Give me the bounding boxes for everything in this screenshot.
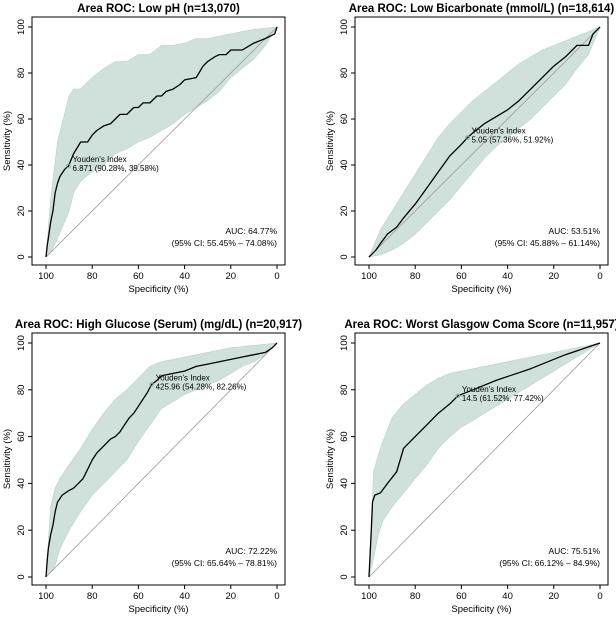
y-tick-label: 100 [16, 335, 27, 351]
x-axis-label: Specificity (%) [128, 604, 188, 615]
y-tick-label: 20 [16, 206, 27, 217]
x-tick-label: 0 [597, 591, 602, 602]
auc-label: AUC: 64.77% [226, 226, 278, 236]
y-axis-label: Sensitivity (%) [2, 111, 13, 171]
y-axis-label: Sensitivity (%) [325, 429, 336, 489]
roc-curve [45, 26, 278, 258]
diagonal-reference-line [368, 342, 601, 578]
y-tick-label: 80 [16, 385, 27, 396]
roc-curve [45, 342, 278, 578]
x-tick-label: 100 [361, 591, 377, 602]
plot-frame [354, 332, 609, 586]
roc-curve [368, 342, 601, 578]
y-tick-label: 40 [16, 478, 27, 489]
x-tick-label: 100 [38, 591, 54, 602]
y-tick-label: 60 [16, 431, 27, 442]
y-axis-label: Sensitivity (%) [2, 429, 13, 489]
x-tick-label: 20 [549, 271, 560, 282]
x-tick-label: 0 [597, 271, 602, 282]
plot-frame [31, 332, 286, 586]
x-tick-label: 40 [502, 271, 513, 282]
y-tick-label: 0 [339, 574, 350, 579]
roc-panel-4: Area ROC: Worst Glasgow Coma Score (n=11… [325, 319, 616, 615]
y-tick-label: 40 [339, 160, 350, 171]
youden-label: Youden's Index [72, 155, 126, 164]
y-tick-label: 0 [16, 574, 27, 579]
x-tick-label: 40 [502, 591, 513, 602]
y-tick-label: 100 [339, 19, 350, 35]
x-tick-label: 100 [38, 271, 54, 282]
diagonal-reference-line [45, 26, 278, 258]
y-tick-label: 80 [339, 385, 350, 396]
y-tick-label: 40 [16, 160, 27, 171]
y-tick-label: 60 [16, 114, 27, 125]
youden-value: 5.05 (57.36%, 51.92%) [471, 136, 553, 145]
x-tick-label: 60 [456, 271, 467, 282]
chart-title: Area ROC: Low Bicarbonate (mmol/L) (n=18… [349, 3, 615, 15]
youden-label: Youden's Index [471, 127, 525, 136]
auc-ci-label: (95% CI: 66.12% – 84.9%) [499, 558, 600, 568]
x-axis-label: Specificity (%) [451, 604, 511, 615]
y-axis-label: Sensitivity (%) [325, 111, 336, 171]
plot-frame [31, 16, 286, 266]
x-tick-label: 0 [274, 591, 279, 602]
y-tick-label: 80 [16, 68, 27, 79]
chart-title: Area ROC: High Glucose (Serum) (mg/dL) (… [15, 319, 302, 331]
x-tick-label: 60 [133, 591, 144, 602]
youden-point [149, 382, 154, 387]
auc-label: AUC: 53.51% [549, 226, 601, 236]
x-tick-label: 80 [410, 591, 421, 602]
x-tick-label: 0 [274, 271, 279, 282]
youden-value: 6.871 (90.28%, 39.58%) [72, 164, 159, 173]
x-axis-label: Specificity (%) [128, 284, 188, 295]
youden-value: 425.96 (54.28%, 82.26%) [156, 383, 247, 392]
x-tick-label: 40 [179, 591, 190, 602]
chart-title: Area ROC: Worst Glasgow Coma Score (n=11… [344, 319, 616, 331]
y-tick-label: 0 [339, 254, 350, 259]
roc-panel-1: Area ROC: Low pH (n=13,070) Youden's Inde… [2, 3, 286, 295]
y-tick-label: 20 [16, 525, 27, 536]
x-tick-label: 100 [361, 271, 377, 282]
auc-ci-label: (95% CI: 45.88% – 61.14%) [495, 238, 601, 248]
y-tick-label: 80 [339, 68, 350, 79]
x-tick-label: 60 [133, 271, 144, 282]
diagonal-reference-line [368, 26, 601, 258]
youden-label: Youden's Index [462, 385, 516, 394]
x-tick-label: 60 [456, 591, 467, 602]
x-tick-label: 80 [87, 271, 98, 282]
diagonal-reference-line [45, 342, 278, 578]
y-tick-label: 0 [16, 254, 27, 259]
y-tick-label: 20 [339, 206, 350, 217]
chart-title: Area ROC: Low pH (n=13,070) [77, 3, 240, 15]
x-axis-label: Specificity (%) [451, 284, 511, 295]
y-tick-label: 100 [16, 19, 27, 35]
x-tick-label: 80 [410, 271, 421, 282]
roc-panel-3: Area ROC: High Glucose (Serum) (mg/dL) (… [2, 319, 302, 615]
auc-ci-label: (95% CI: 55.45% – 74.08%) [172, 238, 278, 248]
roc-curve [368, 26, 601, 258]
plot-frame [354, 16, 609, 266]
roc-panel-2: Area ROC: Low Bicarbonate (mmol/L) (n=18… [325, 3, 614, 295]
x-tick-label: 20 [549, 591, 560, 602]
y-tick-label: 40 [339, 478, 350, 489]
x-tick-label: 40 [179, 271, 190, 282]
x-tick-label: 80 [87, 591, 98, 602]
y-tick-label: 20 [339, 525, 350, 536]
y-tick-label: 60 [339, 431, 350, 442]
y-tick-label: 100 [339, 335, 350, 351]
youden-point [455, 393, 461, 399]
auc-label: AUC: 75.51% [549, 546, 601, 556]
youden-label: Youden's Index [156, 374, 210, 383]
auc-ci-label: (95% CI: 65.64% – 78.81%) [172, 558, 278, 568]
youden-value: 14.5 (61.52%, 77.42%) [462, 394, 544, 403]
youden-point [66, 163, 71, 169]
youden-point [465, 135, 470, 140]
x-tick-label: 20 [226, 591, 237, 602]
y-tick-label: 60 [339, 114, 350, 125]
auc-label: AUC: 72.22% [226, 546, 278, 556]
x-tick-label: 20 [226, 271, 237, 282]
